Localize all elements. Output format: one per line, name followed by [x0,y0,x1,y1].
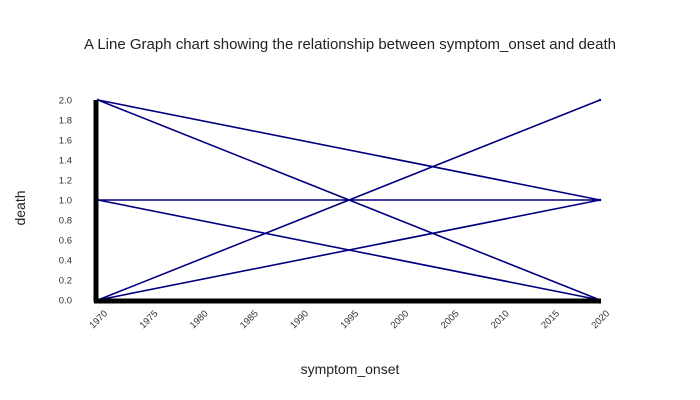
x-tick-label: 1970 [87,308,110,331]
data-point [598,98,602,102]
x-axis-title: symptom_onset [300,361,400,377]
y-tick-label: 0.6 [59,236,72,247]
x-tick-label: 1995 [338,308,361,331]
x-tick-label: 1985 [238,308,261,331]
chart-title: A Line Graph chart showing the relations… [83,36,616,53]
series-group [96,98,602,302]
x-axis-ticks: 1970 1975 1980 1985 1990 1995 2000 2005 2010 2015… [87,308,612,331]
x-tick-label: 2005 [439,308,462,331]
y-tick-label: 0.8 [59,216,72,227]
y-tick-label: 0.0 [59,296,72,307]
y-tick-label: 1.0 [59,196,72,207]
data-point [598,198,602,202]
x-tick-label: 2000 [389,308,412,331]
y-tick-label: 1.4 [59,156,72,167]
y-axis-ticks: 0.0 0.2 0.4 0.6 0.8 1.0 1.2 1.4 1.6 1.8 2.0 [59,96,72,307]
x-tick-label: 1990 [288,308,311,331]
axes [93,100,601,304]
y-tick-label: 1.2 [59,176,72,187]
x-tick-label: 2020 [589,308,612,331]
y-tick-label: 0.4 [59,256,72,267]
y-tick-label: 0.2 [59,276,72,287]
x-tick-label: 2015 [539,308,562,331]
series-line [97,99,601,301]
x-tick-label: 1975 [138,308,161,331]
y-tick-label: 1.8 [59,116,72,127]
y-tick-label: 2.0 [59,96,72,107]
x-tick-label: 1980 [188,308,211,331]
y-tick-label: 1.6 [59,136,72,147]
x-tick-label: 2010 [489,308,512,331]
